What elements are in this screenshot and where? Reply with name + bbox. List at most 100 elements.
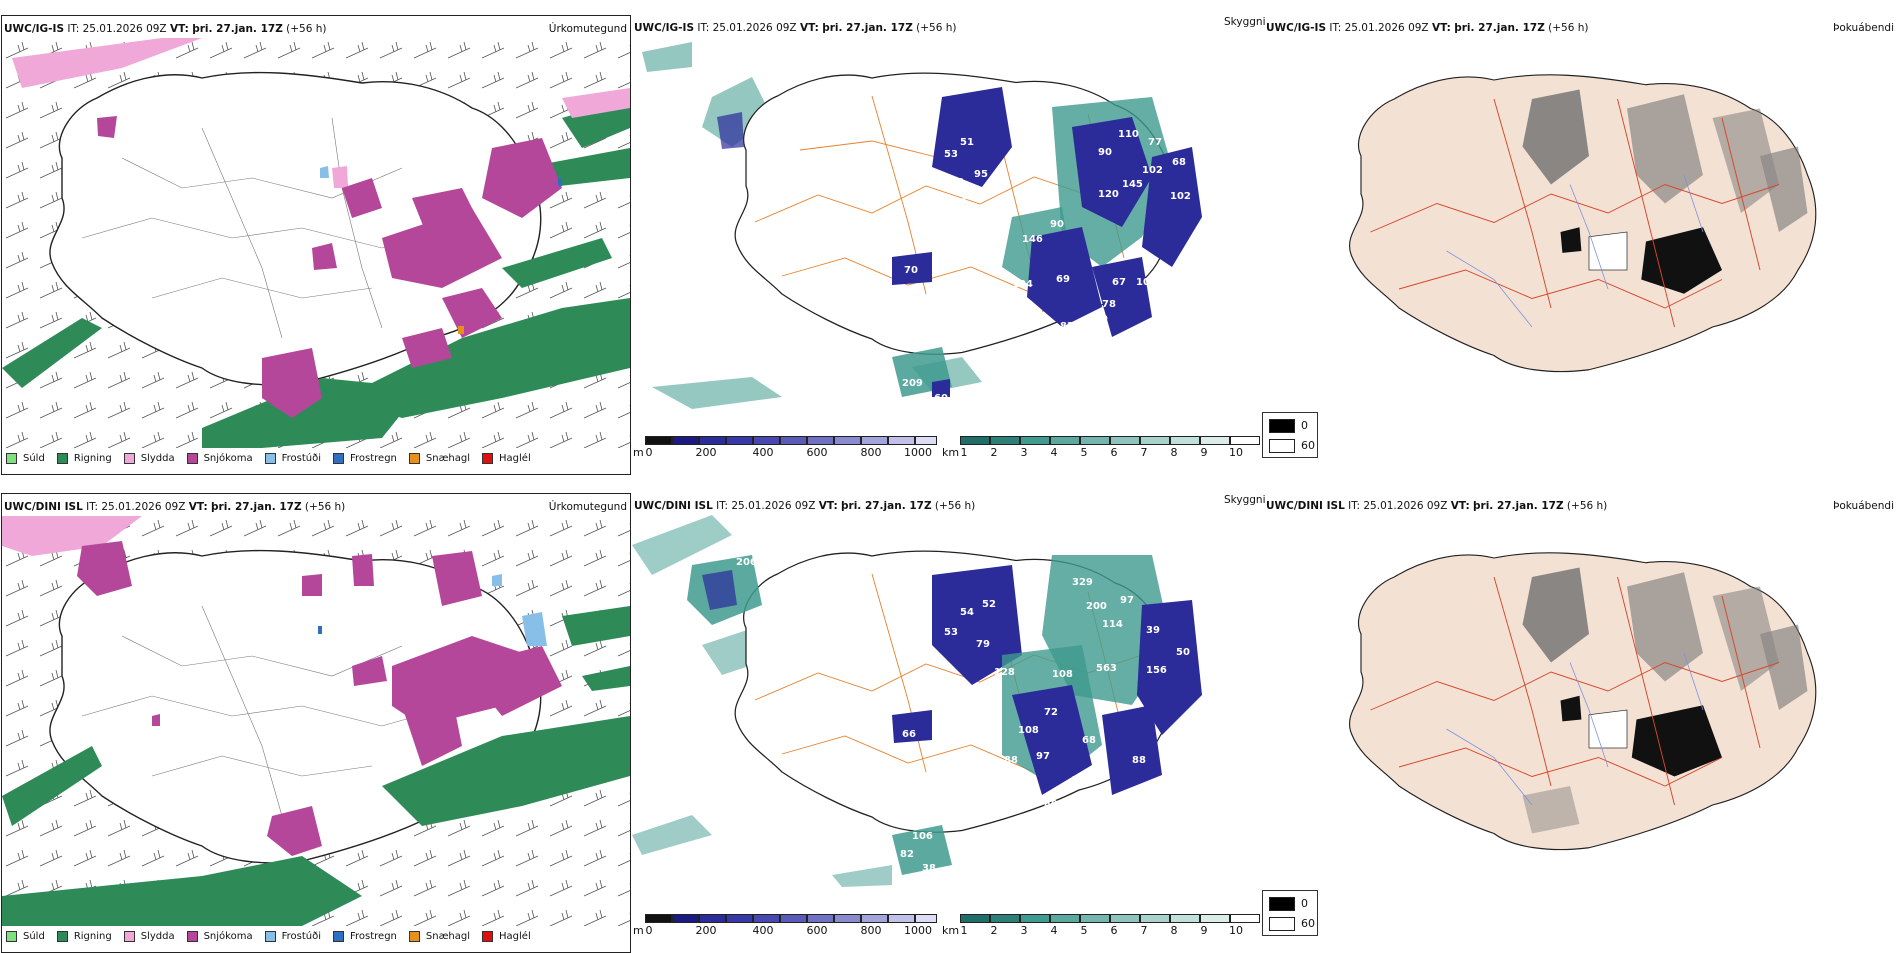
- ceiling-label: 52: [982, 599, 996, 610]
- ceiling-label: 55: [1094, 759, 1108, 770]
- colorbar-seg: [990, 914, 1020, 923]
- fog-key: 0 60: [1262, 890, 1318, 936]
- colorbar-tick: 4: [1050, 924, 1058, 937]
- colorbar-tick: 600: [806, 924, 828, 937]
- legend-label: Frostúði: [281, 452, 321, 464]
- colorbar-seg: [807, 914, 834, 923]
- panel-title: Skyggni: [1224, 16, 1266, 28]
- legend-item: Frostregn: [333, 930, 397, 942]
- legend-item: Rigning: [56, 452, 112, 464]
- init-time: 25.01.2026 09Z: [82, 23, 167, 35]
- colorbar-tick: 0: [645, 446, 653, 459]
- legend-item: Frostúði: [264, 452, 321, 464]
- ceiling-label: 88: [1004, 755, 1018, 766]
- ceiling-label: 102: [1170, 191, 1191, 202]
- lead-time: (+56 h): [304, 501, 346, 513]
- ceiling-label: 97: [1036, 751, 1050, 762]
- colorbar-seg: [807, 436, 834, 445]
- legend-swatch: [408, 452, 420, 464]
- ceiling-label: 68: [1082, 735, 1096, 746]
- colorbar-seg: [960, 436, 990, 445]
- init-time: 25.01.2026 09Z: [712, 22, 797, 34]
- legend-swatch: [123, 930, 135, 942]
- valid-time-label: VT:: [169, 23, 189, 35]
- colorbar-seg: [780, 436, 807, 445]
- ceiling-label: 120: [1098, 189, 1119, 200]
- ceiling-label: 53: [944, 149, 958, 160]
- legend-item: Rigning: [56, 930, 112, 942]
- fog-map[interactable]: [1264, 37, 1898, 447]
- ceiling-label: 146: [1022, 234, 1043, 245]
- colorbar-tick: 8: [1170, 446, 1178, 459]
- valid-time: þri. 27.jan. 17Z: [1454, 22, 1545, 34]
- lead-time: (+56 h): [1566, 500, 1608, 512]
- legend-label: Snjókoma: [203, 452, 253, 464]
- ceiling-label: 69: [1094, 314, 1108, 325]
- colorbar-tick: 200: [695, 446, 717, 459]
- lead-time: (+56 h): [916, 22, 957, 34]
- lead-time: (+56 h): [286, 23, 327, 35]
- ceiling-label: 38: [922, 863, 936, 874]
- fog-key-swatch-high: [1269, 897, 1295, 911]
- legend-item: Snjókoma: [186, 452, 253, 464]
- fog-map[interactable]: [1264, 515, 1898, 925]
- ceiling-label: 67: [1112, 277, 1126, 288]
- legend-item: Frostúði: [264, 930, 321, 942]
- ceiling-label: 60: [934, 393, 948, 404]
- panel-header: UWC/DINI ISL IT: 25.01.2026 09Z VT: þri.…: [4, 501, 345, 513]
- init-time-label: IT:: [716, 500, 729, 512]
- colorbar-tick: 400: [752, 924, 774, 937]
- precip-map[interactable]: [2, 38, 630, 448]
- fog-key-low-label: 60: [1301, 439, 1315, 452]
- colorbar-tick: 9: [1200, 924, 1208, 937]
- precip-map[interactable]: [2, 516, 630, 926]
- ceiling-label: 108: [1052, 669, 1073, 680]
- lead-time: (+56 h): [1548, 22, 1589, 34]
- legend-item: Snæhagl: [408, 930, 470, 942]
- visibility-map[interactable]: 53 51 73 95 71 90 110 77 68 102 145 120 …: [632, 37, 1262, 447]
- ceiling-label: 102: [1136, 277, 1157, 288]
- colorbar-seg: [1050, 436, 1080, 445]
- panel-title: Þokuábendi: [1833, 22, 1894, 34]
- model-name: UWC/IG-IS: [4, 23, 65, 35]
- ceiling-label: 563: [1096, 663, 1117, 674]
- colorbar-tick: 1: [960, 446, 968, 459]
- colorbar-seg: [1110, 914, 1140, 923]
- precip-legend: Súld Rigning Slydda Snjókoma Frostúði Fr…: [6, 926, 543, 946]
- colorbar-seg: [699, 436, 726, 445]
- init-time: 25.01.2026 09Z: [1363, 500, 1448, 512]
- valid-time: þri. 27.jan. 17Z: [1473, 500, 1564, 512]
- colorbar-seg: [834, 436, 861, 445]
- colorbar-seg: [672, 436, 699, 445]
- panel-header: UWC/DINI ISL IT: 25.01.2026 09Z VT: þri.…: [1266, 500, 1607, 512]
- panel-title: Úrkomutegund: [548, 501, 627, 513]
- colorbar-unit: km: [942, 924, 960, 937]
- legend-label: Snjókoma: [203, 930, 253, 942]
- ceiling-label: 110: [1118, 129, 1139, 140]
- valid-time: þri. 27.jan. 17Z: [841, 500, 932, 512]
- visibility-map[interactable]: 206 83 53 79 54 52 128 329 200 97 114 39…: [632, 515, 1262, 925]
- colorbar-tick: 800: [860, 446, 882, 459]
- ceiling-label: 51: [960, 137, 974, 148]
- ceiling-label: 104: [1012, 279, 1033, 290]
- panel-header: UWC/DINI ISL IT: 25.01.2026 09Z VT: þri.…: [634, 500, 975, 512]
- ceiling-label: 88: [1132, 755, 1146, 766]
- legend-label: Frostregn: [350, 930, 397, 942]
- ceiling-label: 82: [900, 849, 914, 860]
- visibility-panel: UWC/DINI ISL IT: 25.01.2026 09Z VT: þri.…: [632, 493, 1266, 953]
- ceiling-label: 109: [1056, 337, 1077, 348]
- ceiling-label: 72: [1044, 707, 1058, 718]
- colorbar-seg: [915, 914, 937, 923]
- legend-swatch: [482, 930, 494, 942]
- legend-item: Snæhagl: [408, 452, 470, 464]
- colorbar-seg: [780, 914, 807, 923]
- legend-swatch: [264, 452, 276, 464]
- colorbar-seg: [699, 914, 726, 923]
- ceiling-label: 128: [994, 667, 1015, 678]
- cloud-base-colorbar: m 0 200 400 600 800 1000: [633, 914, 938, 938]
- fog-indicator-panel: UWC/IG-IS IT: 25.01.2026 09Z VT: þri. 27…: [1264, 15, 1898, 475]
- colorbar-seg: [753, 914, 780, 923]
- colorbar-seg: [1020, 914, 1050, 923]
- ceiling-label: 73: [950, 177, 964, 188]
- fog-key-swatch-low: [1269, 439, 1295, 453]
